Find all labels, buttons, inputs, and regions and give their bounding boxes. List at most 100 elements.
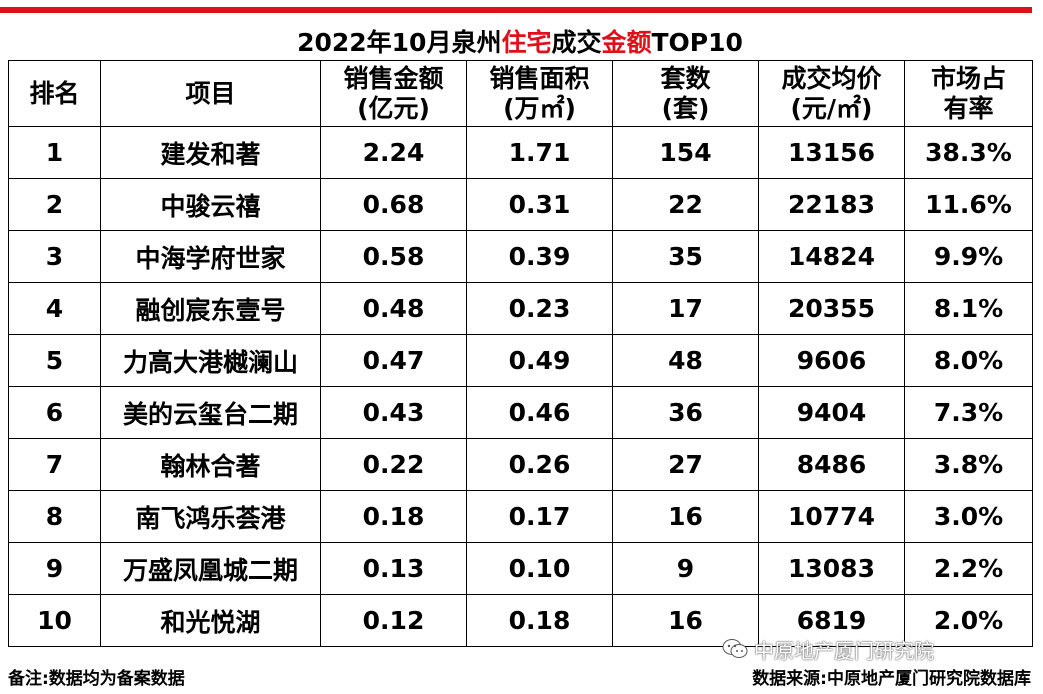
cell-share: 8.0% xyxy=(904,334,1033,387)
cell-area: 0.39 xyxy=(466,230,613,283)
header-price: 成交均价 (元/㎡) xyxy=(758,60,905,127)
cell-area: 0.10 xyxy=(466,542,613,595)
cell-project: 美的云玺台二期 xyxy=(100,386,321,439)
cell-area: 0.49 xyxy=(466,334,613,387)
cell-project: 翰林合著 xyxy=(100,438,321,491)
cell-rank: 2 xyxy=(8,178,101,231)
cell-amount: 0.13 xyxy=(320,542,467,595)
cell-rank: 8 xyxy=(8,490,101,543)
cell-amount: 2.24 xyxy=(320,126,467,179)
cell-project: 和光悦湖 xyxy=(100,594,321,647)
table-row: 2 中骏云禧 0.68 0.31 22 22183 11.6% xyxy=(8,178,1033,231)
wechat-icon xyxy=(722,639,748,658)
cell-rank: 5 xyxy=(8,334,101,387)
header-project: 项目 xyxy=(100,60,321,127)
cell-project: 中骏云禧 xyxy=(100,178,321,231)
cell-price: 9606 xyxy=(758,334,905,387)
cell-price: 22183 xyxy=(758,178,905,231)
table-row: 8 南飞鸿乐荟港 0.18 0.17 16 10774 3.0% xyxy=(8,490,1033,543)
cell-price: 20355 xyxy=(758,282,905,335)
header-project-label: 项目 xyxy=(185,78,236,108)
cell-rank: 10 xyxy=(8,594,101,647)
cell-amount: 0.47 xyxy=(320,334,467,387)
cell-units: 35 xyxy=(612,230,759,283)
header-area: 销售面积 (万㎡) xyxy=(466,60,613,127)
footer-note: 备注:数据均为备案数据 xyxy=(8,669,185,689)
cell-price: 14824 xyxy=(758,230,905,283)
cell-project: 融创宸东壹号 xyxy=(100,282,321,335)
cell-price: 9404 xyxy=(758,386,905,439)
cell-units: 16 xyxy=(612,490,759,543)
cell-rank: 6 xyxy=(8,386,101,439)
header-amount-line1: 销售金额 xyxy=(343,63,444,93)
table-row: 1 建发和著 2.24 1.71 154 13156 38.3% xyxy=(8,126,1033,179)
table-row: 3 中海学府世家 0.58 0.39 35 14824 9.9% xyxy=(8,230,1033,283)
cell-amount: 0.48 xyxy=(320,282,467,335)
cell-project: 万盛凤凰城二期 xyxy=(100,542,321,595)
cell-area: 0.23 xyxy=(466,282,613,335)
cell-share: 3.8% xyxy=(904,438,1033,491)
cell-area: 0.26 xyxy=(466,438,613,491)
header-area-line1: 销售面积 xyxy=(489,63,590,93)
cell-area: 1.71 xyxy=(466,126,613,179)
header-share-line2: 有率 xyxy=(943,93,994,123)
table-row: 4 融创宸东壹号 0.48 0.23 17 20355 8.1% xyxy=(8,282,1033,335)
cell-share: 2.0% xyxy=(904,594,1033,647)
cell-price: 13156 xyxy=(758,126,905,179)
cell-area: 0.46 xyxy=(466,386,613,439)
header-amount-line2: (亿元) xyxy=(357,93,430,123)
wechat-label: 中原地产厦门研究院 xyxy=(754,638,934,663)
cell-share: 8.1% xyxy=(904,282,1033,335)
table-row: 10 和光悦湖 0.12 0.18 16 6819 2.0% xyxy=(8,594,1033,647)
cell-amount: 0.58 xyxy=(320,230,467,283)
cell-rank: 1 xyxy=(8,126,101,179)
table-row: 5 力高大港樾澜山 0.47 0.49 48 9606 8.0% xyxy=(8,334,1033,387)
cell-units: 48 xyxy=(612,334,759,387)
cell-units: 154 xyxy=(612,126,759,179)
cell-share: 9.9% xyxy=(904,230,1033,283)
cell-rank: 9 xyxy=(8,542,101,595)
header-units: 套数 (套) xyxy=(612,60,759,127)
cell-area: 0.17 xyxy=(466,490,613,543)
cell-units: 36 xyxy=(612,386,759,439)
header-rank-label: 排名 xyxy=(29,78,80,108)
header-units-line1: 套数 xyxy=(660,63,711,93)
table-row: 7 翰林合著 0.22 0.26 27 8486 3.8% xyxy=(8,438,1033,491)
cell-amount: 0.18 xyxy=(320,490,467,543)
cell-amount: 0.68 xyxy=(320,178,467,231)
title-part-1: 2022年10月泉州 xyxy=(297,28,502,57)
cell-price: 8486 xyxy=(758,438,905,491)
cell-area: 0.31 xyxy=(466,178,613,231)
cell-units: 22 xyxy=(612,178,759,231)
cell-price: 10774 xyxy=(758,490,905,543)
footer-source: 数据来源:中原地产厦门研究院数据库 xyxy=(752,669,1031,689)
cell-share: 38.3% xyxy=(904,126,1033,179)
header-share-line1: 市场占 xyxy=(930,63,1006,93)
cell-rank: 3 xyxy=(8,230,101,283)
cell-units: 9 xyxy=(612,542,759,595)
header-area-line2: (万㎡) xyxy=(503,93,576,123)
title-part-red-1: 住宅 xyxy=(501,28,552,57)
title-part-red-2: 金额 xyxy=(601,28,652,57)
title-part-5: TOP10 xyxy=(651,28,743,57)
ranking-table: 排名 项目 销售金额 (亿元) 销售面积 (万㎡) 套数 (套) 成交均价 (元/㎡) … xyxy=(8,60,1033,647)
cell-amount: 0.12 xyxy=(320,594,467,647)
top-accent-bar xyxy=(0,7,1032,13)
cell-project: 中海学府世家 xyxy=(100,230,321,283)
cell-share: 2.2% xyxy=(904,542,1033,595)
header-rank: 排名 xyxy=(8,60,101,127)
cell-amount: 0.22 xyxy=(320,438,467,491)
wechat-watermark: 中原地产厦门研究院 xyxy=(722,632,934,666)
header-amount: 销售金额 (亿元) xyxy=(320,60,467,127)
page-title: 2022年10月泉州住宅成交金额TOP10 xyxy=(8,28,1032,58)
header-units-line2: (套) xyxy=(661,93,710,123)
header-row: 排名 项目 销售金额 (亿元) 销售面积 (万㎡) 套数 (套) 成交均价 (元/㎡) … xyxy=(8,60,1033,127)
table-row: 6 美的云玺台二期 0.43 0.46 36 9404 7.3% xyxy=(8,386,1033,439)
cell-units: 17 xyxy=(612,282,759,335)
cell-amount: 0.43 xyxy=(320,386,467,439)
cell-project: 南飞鸿乐荟港 xyxy=(100,490,321,543)
cell-share: 7.3% xyxy=(904,386,1033,439)
header-price-line2: (元/㎡) xyxy=(790,93,873,123)
title-part-3: 成交 xyxy=(551,28,602,57)
